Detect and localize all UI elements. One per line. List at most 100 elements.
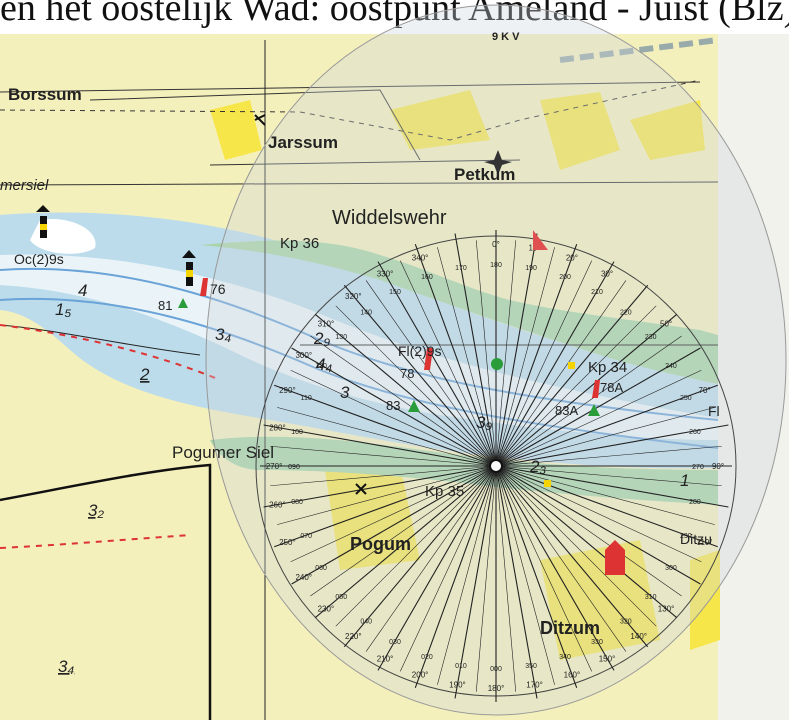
- protractor-ray: [277, 407, 497, 467]
- protractor-degree-label: 90°: [712, 462, 724, 471]
- compass-star-icon: [484, 150, 512, 175]
- protractor-inner-label: 330: [591, 639, 603, 646]
- protractor-inner-label: 320: [620, 619, 632, 626]
- protractor-degree-label: 320°: [345, 292, 362, 301]
- place-ditzum: Ditzum: [540, 618, 600, 638]
- protractor-degree-label: 190°: [449, 681, 466, 690]
- protractor-inner-label: 290: [680, 533, 692, 540]
- protractor-ray: [377, 261, 497, 467]
- depth-3-2: 3₂: [88, 501, 104, 520]
- depth-3-4: 3₄: [215, 325, 231, 344]
- buoy-81: 81: [158, 298, 172, 313]
- protractor-ray: [495, 465, 593, 672]
- protractor-ray: [495, 465, 701, 585]
- buoy-icon: [182, 250, 196, 286]
- protractor-inner-label: 310: [645, 594, 657, 601]
- protractor-ray: [495, 465, 627, 652]
- protractor-inner-labels: 180 190 200 210 220 230 240 250 260 270 280 290 300 3…: [288, 262, 704, 673]
- place-widdelswehr: Widdelswehr: [332, 207, 447, 229]
- buoy-78a: 78A: [600, 380, 623, 395]
- protractor-degree-label: 230°: [318, 605, 335, 614]
- map-labels: Borssum Jarssum Petkum Widdelswehr Pogum…: [0, 85, 720, 676]
- protractor-ray: [495, 305, 657, 467]
- protractor-ray: [414, 244, 497, 467]
- protractor-ray: [343, 284, 497, 467]
- windmill-icon: [355, 483, 367, 495]
- protractor-ray: [495, 465, 722, 487]
- kp-35: Kp 35: [425, 483, 464, 500]
- protractor-center[interactable]: [489, 459, 503, 473]
- protractor-inner-label: 100: [291, 429, 303, 436]
- protractor-ray: [365, 465, 497, 652]
- protractor-ray: [437, 247, 497, 467]
- protractor-ray: [495, 247, 555, 467]
- protractor-degree-label: 310°: [318, 319, 335, 328]
- protractor-label: 9 K V: [492, 31, 520, 43]
- protractor-degree-label: 0°: [492, 240, 500, 249]
- protractor-degree-label: 170°: [526, 681, 543, 690]
- protractor-inner-label: 280: [689, 499, 701, 506]
- protractor-degree-label: 240°: [295, 573, 312, 582]
- protractor-inner-label: 180: [490, 262, 502, 269]
- protractor-inner-label: 070: [300, 533, 312, 540]
- protractor-inner-label: 170: [455, 265, 467, 272]
- protractor-degree-label: 70°: [699, 386, 711, 395]
- protractor-ray: [495, 280, 627, 467]
- depth-4: 4: [78, 281, 87, 300]
- protractor-ray: [377, 465, 497, 671]
- protractor-ray: [495, 407, 715, 467]
- yellow-marker-icon: [544, 480, 551, 487]
- protractor-inner-label: 050: [335, 594, 347, 601]
- protractor-ray: [291, 465, 497, 585]
- protractor-ray: [495, 465, 578, 688]
- place-petkum: Petkum: [454, 165, 515, 184]
- protractor-inner-label: 080: [291, 499, 303, 506]
- protractor-ray: [263, 424, 497, 467]
- light-oc: Oc(2)9s: [14, 251, 64, 267]
- river-channel: [0, 254, 718, 440]
- protractor-inner-label: 230: [645, 334, 657, 341]
- protractor-ray: [495, 465, 682, 597]
- protractor-ray: [310, 335, 497, 467]
- protractor-inner-label: 270: [692, 464, 704, 471]
- marsh-south: [210, 436, 718, 505]
- protractor-inner-label: 020: [421, 654, 433, 661]
- protractor-ray: [495, 465, 517, 692]
- roads: [0, 40, 719, 720]
- depth-2-9: 2₉: [313, 329, 330, 348]
- church-icon: [605, 540, 625, 575]
- protractor-ray: [290, 369, 497, 467]
- protractor-inner-label: 190: [525, 265, 537, 272]
- protractor-degree-label: 270°: [266, 462, 283, 471]
- protractor-ray: [314, 465, 497, 619]
- protractor-ray: [270, 445, 497, 467]
- protractor-inner-label: 010: [455, 663, 467, 670]
- protractor-inner-label: 250: [680, 395, 692, 402]
- protractor-inner-label: 090: [288, 464, 300, 471]
- embankment-line-2: [0, 324, 201, 356]
- protractor-ray: [454, 233, 497, 467]
- protractor-ray: [399, 465, 497, 672]
- depth-3-4-south: 3₄: [58, 657, 74, 676]
- protractor-ray: [365, 280, 497, 467]
- protractor-ray: [454, 465, 497, 699]
- protractor-ray: [495, 465, 678, 619]
- protractor-inner-label: 340: [559, 654, 571, 661]
- protractor-degree-label: 140°: [630, 632, 647, 641]
- red-flag-icon: [533, 230, 548, 250]
- protractor-degree-label: 280°: [269, 423, 286, 432]
- protractor-inner-label: 160: [421, 274, 433, 281]
- marsh-north: [200, 240, 718, 384]
- protractor-ray: [274, 384, 497, 467]
- protractor-ray: [270, 465, 497, 487]
- protractor-inner-label: 150: [389, 289, 401, 296]
- protractor-inner-label: 000: [490, 666, 502, 673]
- protractor-degree-label: 300°: [295, 351, 312, 360]
- protractor-ray: [495, 384, 718, 467]
- depth-2-3: 2₃: [529, 457, 546, 476]
- protractor-ray: [495, 465, 615, 671]
- protractor-ray: [475, 465, 497, 692]
- protractor-ray: [495, 465, 538, 699]
- protractor-ray: [291, 347, 497, 467]
